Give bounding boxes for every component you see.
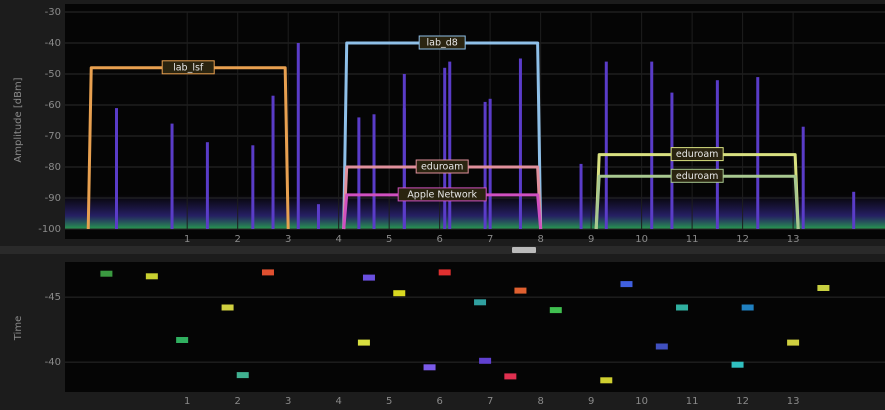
x-tick-label: 13 <box>787 234 800 245</box>
x-tick-label: 1 <box>184 234 190 245</box>
x-tick-label: 6 <box>436 234 442 245</box>
spike <box>357 117 360 229</box>
x-tick-label: 7 <box>487 234 493 245</box>
time-tick-label: -40 <box>45 357 61 368</box>
x-tick-label: 8 <box>537 396 543 407</box>
x-tick-label: 3 <box>285 234 291 245</box>
x-tick-label: 12 <box>736 396 749 407</box>
spike <box>650 62 653 229</box>
spike <box>519 59 522 230</box>
waterfall-cell <box>504 373 516 379</box>
x-tick-label: 10 <box>635 234 648 245</box>
spike <box>171 124 174 229</box>
x-tick-label: 13 <box>787 396 800 407</box>
splitter-handle[interactable] <box>512 247 536 253</box>
x-tick-label: 3 <box>285 396 291 407</box>
network-label: eduroam <box>421 162 463 173</box>
network-label: lab_lsf <box>173 62 204 73</box>
spike <box>489 99 492 229</box>
spike <box>605 62 608 229</box>
time-tick-label: -45 <box>45 292 61 303</box>
waterfall-cell <box>514 288 526 294</box>
waterfall-cell <box>787 340 799 346</box>
splitter[interactable] <box>0 246 885 254</box>
y-tick-label: -80 <box>45 162 61 173</box>
waterfall-cell <box>742 305 754 311</box>
spike <box>484 102 487 229</box>
y-tick-label: -90 <box>45 193 61 204</box>
x-tick-label: 4 <box>335 234 341 245</box>
y-tick-label: -30 <box>45 7 61 18</box>
waterfall-cell <box>479 358 491 364</box>
spike <box>852 192 855 229</box>
x-tick-label: 11 <box>686 234 699 245</box>
y-tick-label: -100 <box>38 224 61 235</box>
x-tick-label: 9 <box>588 396 594 407</box>
waterfall-cell <box>176 337 188 343</box>
waterfall-cell <box>676 305 688 311</box>
network-label: lab_d8 <box>427 38 458 49</box>
x-tick-label: 11 <box>686 396 699 407</box>
waterfall-cell <box>146 273 158 279</box>
waterfall-cell <box>358 340 370 346</box>
spike <box>272 96 275 229</box>
waterfall-cell <box>550 307 562 313</box>
spike <box>403 108 406 229</box>
waterfall-cell <box>439 269 451 275</box>
spike <box>756 77 759 229</box>
y-tick-label: -60 <box>45 100 61 111</box>
waterfall-cell <box>393 290 405 296</box>
x-tick-label: 5 <box>386 234 392 245</box>
y-tick-label: -50 <box>45 69 61 80</box>
x-tick-label: 10 <box>635 396 648 407</box>
spike <box>251 145 254 229</box>
spike <box>443 68 446 229</box>
spike <box>802 127 805 229</box>
x-tick-label: 12 <box>736 234 749 245</box>
spike <box>297 43 300 229</box>
x-tick-label: 5 <box>386 396 392 407</box>
waterfall-cell <box>363 275 375 281</box>
waterfall-cell <box>600 377 612 383</box>
waterfall-cell <box>237 372 249 378</box>
waterfall-cell <box>732 362 744 368</box>
time-axis-title: Time <box>13 316 24 341</box>
waterfall-cell <box>620 281 632 287</box>
x-tick-label: 9 <box>588 234 594 245</box>
x-tick-label: 8 <box>537 234 543 245</box>
x-tick-label: 2 <box>234 234 240 245</box>
spike <box>317 204 320 229</box>
x-tick-label: 7 <box>487 396 493 407</box>
waterfall-cell <box>656 344 668 350</box>
spectrum-app: Amplitude [dBm] Time -100 -90 -80 -70 -60 -50… <box>0 0 885 410</box>
y-tick-label: -70 <box>45 131 61 142</box>
x-tick-label: 1 <box>184 396 190 407</box>
x-tick-label: 2 <box>234 396 240 407</box>
waterfall-cell <box>817 285 829 291</box>
spike <box>580 164 583 229</box>
spike <box>206 142 209 229</box>
network-label: eduroam <box>676 149 718 160</box>
x-tick-label: 4 <box>335 396 341 407</box>
network-label: Apple Network <box>407 189 477 200</box>
network-label: eduroam <box>676 171 718 182</box>
waterfall-cell <box>222 305 234 311</box>
waterfall-cell <box>474 299 486 305</box>
y-tick-label: -40 <box>45 38 61 49</box>
waterfall-panel <box>65 262 885 392</box>
spike <box>115 108 118 229</box>
waterfall-cell <box>100 271 112 277</box>
waterfall-cell <box>262 269 274 275</box>
y-axis-title: Amplitude [dBm] <box>13 77 24 162</box>
waterfall-cell <box>424 364 436 370</box>
spike <box>448 62 451 229</box>
spike <box>373 114 376 229</box>
x-tick-label: 6 <box>436 396 442 407</box>
